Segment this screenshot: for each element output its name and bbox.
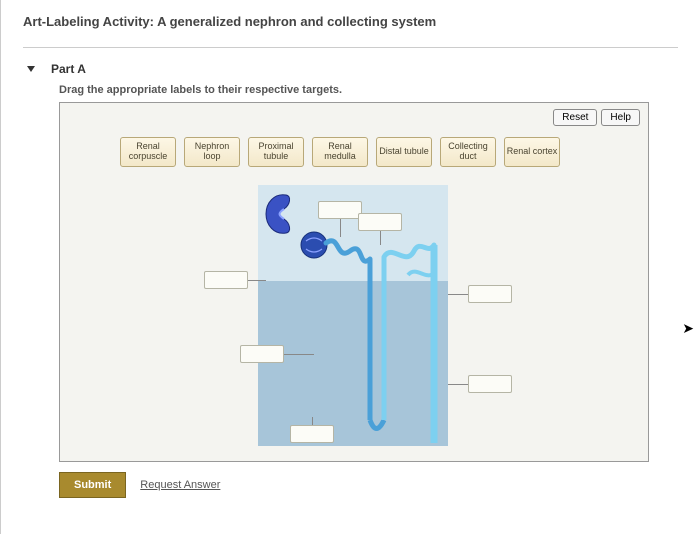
divider (23, 47, 678, 48)
label-nephron-loop[interactable]: Nephron loop (184, 137, 240, 167)
label-renal-cortex[interactable]: Renal cortex (504, 137, 560, 167)
collapse-caret-icon[interactable] (27, 66, 35, 72)
part-header[interactable]: Part A (23, 62, 678, 76)
part-label: Part A (51, 62, 86, 76)
footer: Submit Request Answer (59, 472, 678, 498)
drop-target-6[interactable] (468, 285, 512, 303)
label-tray: Renal corpuscle Nephron loop Proximal tu… (120, 137, 560, 167)
request-answer-link[interactable]: Request Answer (140, 479, 220, 491)
drop-target-1[interactable] (204, 271, 248, 289)
mouse-cursor-icon: ➤ (682, 320, 694, 337)
leader-4 (340, 219, 341, 237)
drop-target-3[interactable] (290, 425, 334, 443)
label-proximal-tubule[interactable]: Proximal tubule (248, 137, 304, 167)
reset-button[interactable]: Reset (553, 109, 597, 126)
leader-6 (448, 294, 468, 295)
activity-title: Art-Labeling Activity: A generalized nep… (23, 14, 678, 29)
submit-button[interactable]: Submit (59, 472, 126, 498)
label-distal-tubule[interactable]: Distal tubule (376, 137, 432, 167)
nephron-diagram (210, 185, 510, 455)
activity-canvas: Reset Help Renal corpuscle Nephron loop … (59, 102, 649, 462)
leader-7 (448, 384, 468, 385)
page: Art-Labeling Activity: A generalized nep… (0, 0, 700, 534)
leader-2 (284, 354, 314, 355)
help-button[interactable]: Help (601, 109, 640, 126)
label-renal-medulla[interactable]: Renal medulla (312, 137, 368, 167)
leader-1 (248, 280, 266, 281)
drop-target-5[interactable] (358, 213, 402, 231)
drop-target-2[interactable] (240, 345, 284, 363)
instruction-text: Drag the appropriate labels to their res… (59, 84, 678, 96)
label-renal-corpuscle[interactable]: Renal corpuscle (120, 137, 176, 167)
label-collecting-duct[interactable]: Collecting duct (440, 137, 496, 167)
drop-target-4[interactable] (318, 201, 362, 219)
leader-3 (312, 417, 313, 425)
drop-target-7[interactable] (468, 375, 512, 393)
leader-5 (380, 231, 381, 245)
